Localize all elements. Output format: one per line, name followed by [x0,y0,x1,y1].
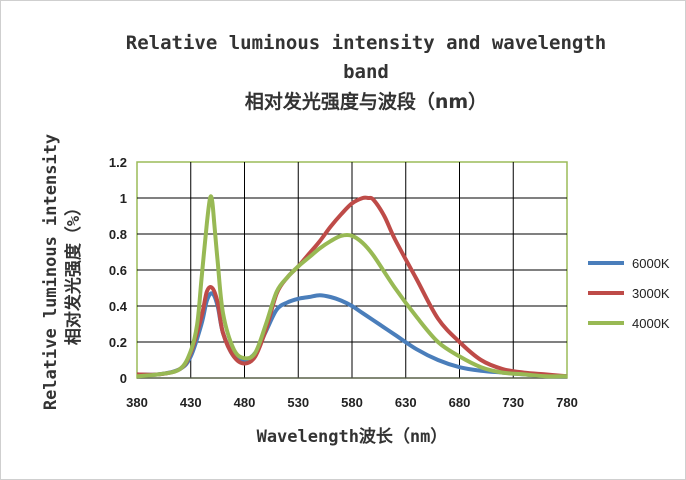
x-tick-label: 730 [502,395,524,410]
x-tick-label: 630 [395,395,417,410]
x-axis-title: Wavelength波长（nm） [257,426,448,447]
series-line-3000k [136,195,568,379]
legend-label-6000k: 6000K [632,256,670,271]
series-layer [136,194,568,379]
legend-label-3000k: 3000K [632,286,670,301]
y-tick-label: 1.2 [109,155,127,170]
x-tick-label: 480 [234,395,256,410]
x-tick-label: 380 [126,395,148,410]
chart-title-line2: band [343,61,389,83]
y-tick-label: 0.2 [109,335,127,350]
chart-title-line1: Relative luminous intensity and waveleng… [126,32,606,54]
x-tick-label: 680 [449,395,471,410]
chart-subtitle: 相对发光强度与波段（nm） [245,90,487,113]
x-tick-label: 780 [556,395,578,410]
y-tick-label: 0.6 [109,263,127,278]
x-tick-label: 530 [287,395,309,410]
series-line-4000k [136,194,568,379]
y-tick-labels: 0 0.2 0.4 0.6 0.8 1 1.2 [109,155,128,386]
y-axis-title-cn: 相对发光强度（%） [63,199,84,345]
y-axis-title: Relative luminous intensity [41,134,61,410]
legend: 6000K 3000K 4000K [588,256,670,331]
series-line-6000k [136,291,568,379]
x-tick-label: 430 [180,395,202,410]
y-tick-label: 0.8 [109,227,127,242]
y-tick-label: 0.4 [109,299,128,314]
x-tick-label: 580 [341,395,363,410]
legend-label-4000k: 4000K [632,316,670,331]
x-tick-labels: 380 430 480 530 580 630 680 730 780 [126,395,578,410]
y-tick-label: 0 [120,371,127,386]
y-tick-label: 1 [120,191,127,206]
